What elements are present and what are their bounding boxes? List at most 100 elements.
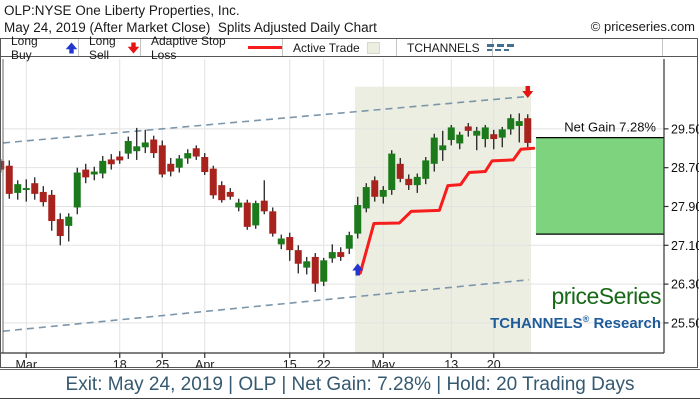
candle-body xyxy=(396,163,404,179)
legend-spacer xyxy=(493,39,663,56)
y-axis-label: 28.70 xyxy=(671,161,699,175)
candle-body xyxy=(192,148,200,157)
branding: priceSeries TCHANNELS® Research xyxy=(490,284,661,334)
candle-body xyxy=(82,169,90,178)
legend-label-long-buy: Long Buy xyxy=(11,33,38,62)
candle-body xyxy=(218,185,226,201)
candle-body xyxy=(184,153,192,159)
x-axis-label: 15 xyxy=(283,358,297,368)
x-axis-label: 25 xyxy=(155,358,169,368)
tchannel-lines xyxy=(2,95,530,332)
candle-body xyxy=(65,216,73,226)
y-axis-label: 29.50 xyxy=(671,122,699,136)
candle-body xyxy=(99,160,107,174)
axes: 29.50 28.70 27.90 27.10 26.30 25.50 Mar 18 25 Apr… xyxy=(1,59,699,368)
long-sell-arrow-icon xyxy=(127,42,140,53)
candle-body xyxy=(90,171,98,175)
candle-body xyxy=(116,156,124,161)
candle-body xyxy=(388,153,396,190)
adaptive-stop-loss-line xyxy=(358,146,536,275)
footer-summary: Exit: May 24, 2019 | OLP | Net Gain: 7.2… xyxy=(0,369,700,399)
chart-header: OLP:NYSE One Liberty Properties, Inc. Ma… xyxy=(4,2,377,36)
registered-mark: ® xyxy=(582,314,590,324)
legend-item-adaptive-stop-loss: Adaptive Stop Loss xyxy=(141,34,283,62)
x-axis-label: 20 xyxy=(487,358,501,368)
candle-body xyxy=(107,159,115,165)
candle-body xyxy=(150,139,158,154)
candle-body xyxy=(371,180,379,197)
candle-body xyxy=(175,158,183,168)
candle-body xyxy=(201,157,209,173)
candle-body xyxy=(14,184,22,193)
legend-item-long-buy: Long Buy xyxy=(1,34,79,62)
candle-body xyxy=(243,202,251,227)
candle-body xyxy=(124,140,132,154)
candle-body xyxy=(277,238,285,245)
candle-body xyxy=(413,176,421,186)
candle-body xyxy=(447,127,455,141)
y-axis-label: 26.30 xyxy=(671,278,699,292)
candle-body xyxy=(260,200,268,212)
candle-body xyxy=(209,168,217,196)
candle-body xyxy=(5,165,13,194)
price-chart: Net Gain 7.28% 29.5028.7027.9027.1026.302… xyxy=(1,59,699,368)
candle-body xyxy=(48,194,56,222)
candle-body xyxy=(362,187,370,209)
priceseries-logo: priceSeries xyxy=(551,283,661,309)
candle-body xyxy=(311,256,319,284)
candle-body xyxy=(56,219,64,237)
candle-body xyxy=(422,160,430,179)
candle-body xyxy=(73,172,81,208)
candle-body xyxy=(252,203,260,226)
long-sell-marker xyxy=(522,85,534,98)
candle-body xyxy=(507,118,515,130)
candle-body xyxy=(31,183,39,194)
x-axis-label: 18 xyxy=(113,358,127,368)
legend-item-tchannels: TCHANNELS xyxy=(397,39,514,56)
long-buy-marker xyxy=(352,263,364,276)
candle-body xyxy=(328,252,336,259)
candle-body xyxy=(286,237,294,251)
y-axis-label: 27.10 xyxy=(671,239,699,253)
chart-frame: Long Buy Long Sell Adaptive Stop Loss Ac… xyxy=(0,34,699,368)
candle-body xyxy=(464,126,472,131)
candle-body xyxy=(320,260,328,282)
candle-body xyxy=(405,178,413,186)
candle-body xyxy=(337,252,345,257)
chart-subtitle: May 24, 2019 (After Market Close) Splits… xyxy=(4,20,377,35)
x-axis-label: 13 xyxy=(444,358,458,368)
y-axis-label: 25.50 xyxy=(671,316,699,330)
candle-body xyxy=(22,188,30,190)
candle-body xyxy=(379,189,387,197)
chart-title: OLP:NYSE One Liberty Properties, Inc. xyxy=(4,3,240,18)
x-axis-label: Apr xyxy=(195,358,214,368)
candle-body xyxy=(133,146,141,152)
candle-body xyxy=(345,235,353,249)
candle-body xyxy=(294,250,302,264)
tchannels-dashes-icon xyxy=(486,44,514,51)
candle-body xyxy=(354,205,362,234)
candle-body xyxy=(226,191,234,197)
x-axis-label: May xyxy=(371,358,395,368)
candle-body xyxy=(498,129,506,138)
candle-body xyxy=(141,142,149,148)
net-gain-box: Net Gain 7.28% xyxy=(536,120,664,235)
candle-body xyxy=(158,145,166,175)
legend-label-adaptive-stop-loss: Adaptive Stop Loss xyxy=(151,33,226,62)
tchannels-research-label: TCHANNELS® Research xyxy=(490,314,661,332)
candle-body xyxy=(269,211,277,234)
legend: Long Buy Long Sell Adaptive Stop Loss Ac… xyxy=(1,34,697,62)
net-gain-label: Net Gain 7.28% xyxy=(564,120,656,135)
legend-item-long-sell: Long Sell xyxy=(79,34,141,62)
x-axis-label: Mar xyxy=(15,358,37,368)
candle-body xyxy=(456,134,464,144)
legend-item-active-trade: Active Trade xyxy=(283,39,397,56)
long-buy-arrow-icon xyxy=(65,42,78,53)
legend-label-tchannels: TCHANNELS xyxy=(407,40,480,55)
legend-label-active-trade: Active Trade xyxy=(293,40,360,55)
x-axis-label: 22 xyxy=(317,358,331,368)
candle-body xyxy=(473,130,481,136)
copyright: © priceseries.com xyxy=(590,19,695,34)
candle-body xyxy=(303,261,311,268)
legend-end-cell xyxy=(663,39,697,56)
